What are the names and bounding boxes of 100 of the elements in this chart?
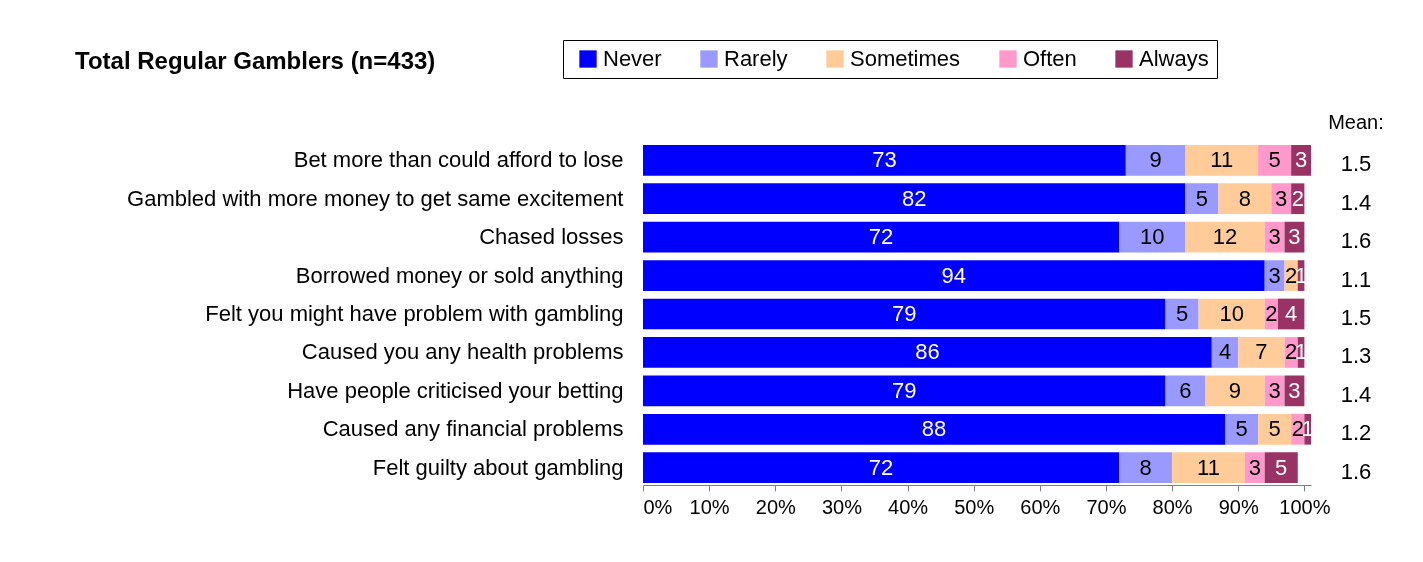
data-label: 5 (1275, 454, 1288, 480)
text: 1.6 (1340, 228, 1372, 254)
legend-label: Sometimes (850, 46, 961, 71)
data-label: 2 (1285, 339, 1298, 365)
x-tick-label: 70% (1086, 495, 1127, 518)
bar (643, 413, 1226, 445)
text: 1.4 (1340, 381, 1372, 407)
data-label: 3 (1268, 224, 1281, 250)
x-tick-label: 20% (755, 495, 797, 518)
data-label: 2 (1291, 185, 1304, 211)
data-label: 11 (1197, 454, 1220, 480)
bar (643, 337, 1212, 368)
data-label: 7 (1255, 339, 1268, 365)
text: 1.1 (1340, 266, 1372, 292)
bar (1185, 221, 1265, 253)
data-label: 9 (1149, 147, 1162, 173)
y-tick-label: Caused you any health problems (301, 339, 624, 365)
data-label: 72 (868, 454, 894, 480)
text: 1.2 (1340, 420, 1372, 446)
data-label: 3 (1294, 147, 1308, 173)
data-label: 10 (1219, 301, 1244, 326)
data-label: 11 (1210, 147, 1234, 173)
data-label: 10 (1140, 224, 1165, 250)
y-tick-label: Have people criticised your betting (287, 377, 624, 403)
y-tick-label: Borrowed money or sold anything (295, 262, 624, 288)
bar (1258, 144, 1292, 176)
data-label: 6 (1179, 377, 1192, 403)
y-tick-label: Felt guilty about gambling (372, 454, 624, 480)
bar (643, 298, 1166, 330)
data-label: 79 (892, 377, 917, 403)
x-tick-label: 40% (888, 495, 929, 518)
legend-label: Rarely (724, 46, 788, 71)
data-label: 2 (1291, 416, 1304, 442)
y-tick-label: Bet more than could afford to lose (293, 147, 624, 173)
y-tick-label: Gambled with more money to get same excitement (127, 185, 624, 211)
x-tick-label: 80% (1152, 495, 1193, 518)
x-tick-label: 50% (954, 495, 995, 518)
y-tick-label: Chased losses (479, 224, 624, 250)
data-label: 5 (1175, 301, 1189, 326)
data-label: 79 (892, 301, 917, 326)
x-tick-label: 100% (1279, 495, 1331, 518)
data-label: 8 (1238, 185, 1251, 211)
data-label: 3 (1248, 454, 1261, 480)
data-label: 3 (1275, 185, 1288, 211)
data-label: 5 (1268, 147, 1281, 173)
text: Mean: (1328, 111, 1384, 133)
text: 1.4 (1340, 189, 1372, 215)
bar (1198, 298, 1265, 330)
data-label: 4 (1285, 301, 1298, 326)
data-label: 3 (1268, 377, 1281, 403)
data-label: 82 (901, 185, 927, 211)
bar (1218, 183, 1272, 215)
text: 1.3 (1340, 343, 1372, 369)
text: 1.6 (1340, 458, 1372, 484)
text: Total Regular Gamblers (n=433) (75, 47, 436, 74)
bar (1125, 144, 1186, 176)
bar (1264, 452, 1298, 484)
bar (1205, 375, 1265, 407)
x-tick-label: 0% (643, 495, 673, 518)
bar (1165, 298, 1199, 330)
bar (1119, 452, 1173, 484)
legend-label: Always (1139, 46, 1209, 71)
data-label: 4 (1218, 339, 1232, 365)
text: 1.5 (1340, 151, 1372, 177)
x-tick-label: 90% (1218, 495, 1259, 518)
data-label: 88 (921, 416, 947, 442)
data-label: 5 (1235, 416, 1248, 442)
data-label: 86 (915, 339, 940, 365)
x-tick-label: 30% (821, 495, 863, 518)
data-label: 3 (1288, 224, 1301, 250)
bar (1258, 413, 1292, 445)
data-label: 9 (1228, 377, 1242, 403)
bar (1185, 183, 1219, 215)
bar (1165, 375, 1206, 407)
bar (1238, 337, 1285, 368)
text: 1.5 (1340, 305, 1372, 330)
data-label: 12 (1212, 224, 1238, 250)
bar (643, 452, 1120, 484)
data-label: 94 (941, 262, 967, 288)
bar (643, 260, 1265, 291)
legend-label: Never (603, 46, 662, 71)
y-tick-label: Caused any financial problems (322, 416, 624, 442)
bar (643, 144, 1126, 176)
x-tick-label: 60% (1020, 495, 1061, 518)
bar (643, 183, 1186, 215)
data-label: 2 (1285, 262, 1298, 288)
y-tick-label: Felt you might have problem with gambling (205, 301, 624, 326)
data-label: 72 (868, 224, 894, 250)
bar (643, 375, 1166, 407)
bar (1225, 413, 1259, 445)
data-label: 3 (1288, 377, 1301, 403)
data-label: 8 (1139, 454, 1152, 480)
data-label: 5 (1268, 416, 1281, 442)
bar (1185, 144, 1259, 176)
legend-label: Often (1023, 46, 1077, 71)
data-label: 3 (1268, 262, 1281, 288)
data-label: 2 (1265, 301, 1278, 326)
bar (643, 221, 1120, 253)
data-label: 5 (1195, 185, 1208, 211)
bar (1119, 221, 1186, 253)
